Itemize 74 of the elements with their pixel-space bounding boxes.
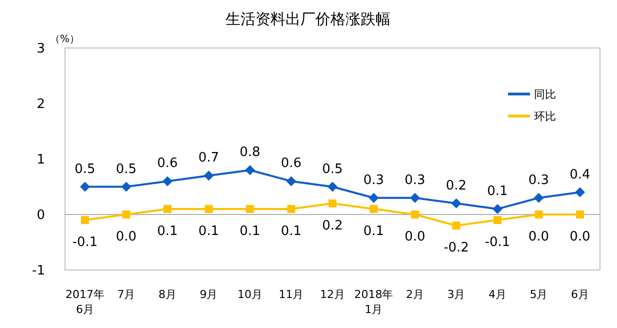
point (492, 204, 502, 214)
point (287, 204, 296, 213)
point (494, 216, 502, 224)
point (162, 176, 172, 186)
y-tick-label: -1 (32, 264, 45, 279)
y-tick-label: 3 (36, 42, 45, 57)
point (81, 216, 89, 224)
data-label: 0.1 (157, 224, 178, 239)
point (410, 192, 420, 203)
data-label: 0.1 (363, 224, 384, 239)
data-label: 0.2 (322, 218, 343, 234)
point (451, 198, 462, 208)
data-label: 0.3 (363, 172, 384, 188)
point (245, 165, 255, 176)
point (204, 170, 214, 181)
data-label: -0.1 (484, 235, 510, 250)
x-tick-label: 7月 (117, 288, 136, 301)
data-label: 0.0 (570, 230, 590, 244)
point (411, 210, 419, 218)
data-label: 0.3 (528, 172, 550, 188)
data-label: 0.5 (116, 162, 137, 177)
point (575, 187, 585, 198)
data-label: 0.5 (74, 162, 96, 177)
x-tick-label: 12月 (320, 288, 345, 301)
point (328, 199, 336, 208)
point (370, 204, 378, 213)
data-label: 0.1 (280, 224, 302, 239)
x-tick-label: 8月 (158, 288, 176, 301)
point (286, 176, 296, 186)
data-label: 0.0 (528, 230, 550, 244)
y-tick-label: 1 (36, 152, 45, 168)
point (328, 182, 338, 192)
x-tick-label: 5月 (530, 288, 548, 301)
data-label: -0.1 (72, 235, 98, 250)
data-label: 0.1 (240, 224, 260, 239)
point (122, 210, 130, 218)
x-tick-label: 2月 (406, 288, 424, 301)
data-label: 0.0 (404, 230, 426, 244)
x-tick-label: 10月 (238, 288, 262, 301)
legend-label: 环比 (534, 110, 556, 124)
point (452, 222, 460, 230)
point (576, 210, 584, 218)
x-tick-label: 9月 (200, 288, 218, 301)
data-label: 0.2 (446, 178, 467, 194)
point (368, 192, 379, 203)
y-tick-label: 0 (36, 208, 45, 224)
data-label: 0.0 (116, 230, 137, 244)
y-tick-label: 2 (36, 97, 45, 112)
point (80, 182, 90, 192)
x-tick-label: 11月 (278, 288, 304, 301)
legend-label: 同比 (534, 88, 556, 102)
data-label: 0.1 (198, 224, 220, 239)
point (534, 192, 544, 203)
x-tick-label: 2017年 6月 (66, 288, 104, 316)
point (121, 182, 132, 192)
data-label: 0.6 (280, 156, 302, 172)
point (204, 204, 213, 213)
data-label: 0.8 (240, 145, 260, 160)
x-tick-label: 3月 (447, 288, 466, 301)
y-axis-title: （%） (50, 33, 80, 46)
data-label: 0.5 (322, 162, 343, 177)
data-label: 0.1 (487, 184, 508, 199)
chart-title: 生活资料出厂价格涨跌幅 (224, 10, 392, 29)
x-tick-label: 6月 (571, 288, 589, 301)
data-label: 0.7 (198, 150, 220, 166)
point (164, 204, 172, 213)
x-tick-label: 2018年 1月 (354, 288, 394, 316)
data-label: 0.6 (157, 156, 178, 172)
data-label: -0.2 (444, 240, 469, 256)
point (534, 210, 543, 218)
point (246, 204, 254, 213)
x-tick-label: 4月 (488, 288, 506, 301)
data-label: 0.4 (570, 167, 590, 182)
data-label: 0.3 (404, 172, 426, 188)
